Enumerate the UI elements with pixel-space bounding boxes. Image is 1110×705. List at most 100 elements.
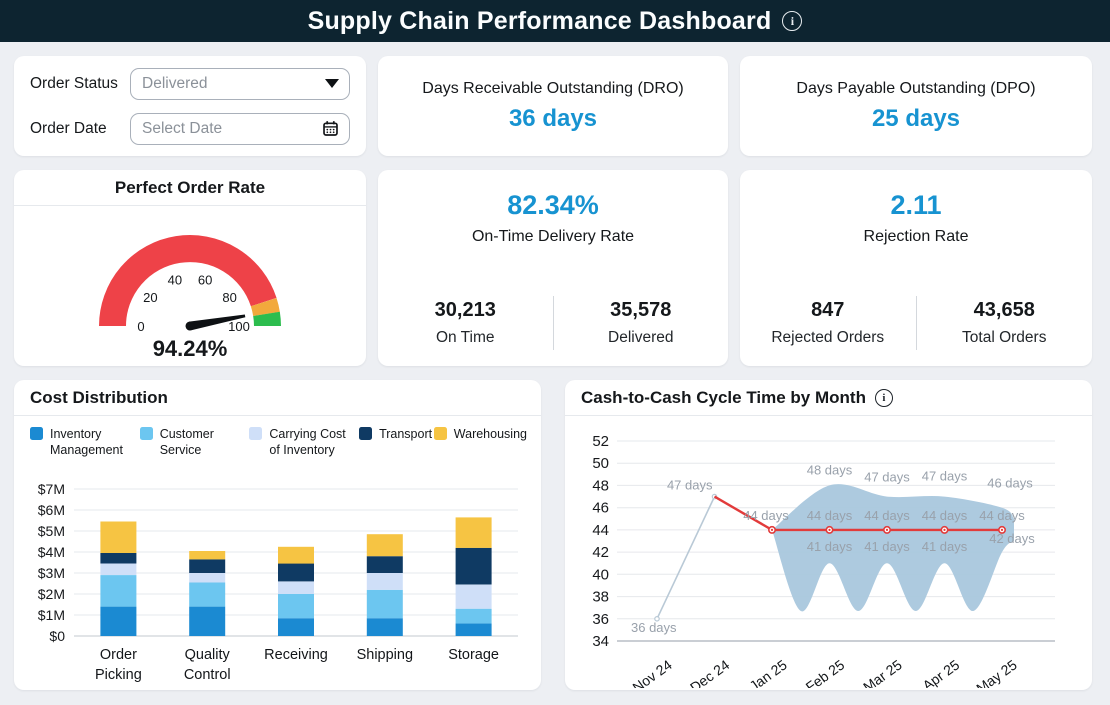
rejection-rate-label: Rejection Rate [863, 228, 969, 245]
svg-text:$6M: $6M [38, 502, 65, 518]
order-status-select[interactable]: Delivered [130, 67, 350, 100]
dro-label: Days Receivable Outstanding (DRO) [422, 79, 684, 97]
svg-text:$3M: $3M [38, 565, 65, 581]
svg-text:42 days: 42 days [989, 531, 1035, 546]
legend-label: Warehousing [453, 427, 527, 441]
svg-text:$2M: $2M [38, 586, 65, 602]
cost-legend: Inventory Management Customer Service Carr… [14, 416, 541, 461]
svg-text:40: 40 [592, 566, 609, 583]
legend-label: Transport [379, 427, 433, 441]
svg-text:Feb 25: Feb 25 [803, 656, 848, 688]
svg-text:May 25: May 25 [973, 656, 1020, 688]
svg-text:60: 60 [198, 272, 212, 287]
legend-label: Carrying Cost of Inventory [269, 427, 346, 458]
dpo-value: 25 days [871, 104, 961, 132]
cash-cycle-card: Cash-to-Cash Cycle Time by Month i 52 50 4… [565, 380, 1092, 690]
svg-text:Jan 25: Jan 25 [746, 656, 790, 688]
calendar-icon [323, 121, 338, 136]
order-status-label: Order Status [30, 74, 118, 92]
order-date-placeholder: Select Date [142, 119, 223, 137]
svg-text:Apr 25: Apr 25 [919, 656, 962, 688]
cost-distribution-card: Cost Distribution Inventory Management Cu… [14, 380, 541, 690]
legend-item-carrying-cost-of-inventory[interactable]: Carrying Cost of Inventory [249, 426, 357, 459]
on-time-rate-label: On-Time Delivery Rate [471, 228, 635, 245]
dro-card: Days Receivable Outstanding (DRO) 36 day… [378, 56, 728, 156]
info-icon[interactable]: i [782, 11, 803, 31]
svg-text:Dec 24: Dec 24 [687, 656, 732, 688]
svg-text:52: 52 [592, 433, 609, 450]
dro-value: 36 days [508, 104, 598, 132]
gauge-value: 94.24% [152, 336, 228, 361]
svg-text:47 days: 47 days [864, 470, 910, 485]
svg-text:46: 46 [592, 500, 609, 517]
on-time-rate-value: 82.34% [507, 190, 599, 220]
on-time-delivery-card: 82.34% On-Time Delivery Rate 30,213 On T… [378, 170, 728, 366]
svg-text:34: 34 [592, 633, 609, 650]
order-date-input[interactable]: Select Date [130, 112, 350, 145]
svg-text:Shipping: Shipping [357, 647, 413, 663]
svg-text:44: 44 [592, 522, 609, 539]
svg-text:Picking: Picking [95, 667, 142, 683]
svg-text:41 days: 41 days [807, 539, 853, 554]
svg-text:44 days: 44 days [743, 508, 789, 523]
cost-distribution-title: Cost Distribution [30, 388, 168, 407]
cash-cycle-chart: 52 50 48 46 44 42 40 38 36 34 Nov 24 Dec 24 Jan 25 Fe… [592, 433, 1055, 688]
delivered-count-label: Delivered [608, 329, 674, 346]
svg-text:20: 20 [143, 290, 157, 305]
svg-text:$7M: $7M [38, 481, 65, 497]
cash-cycle-title: Cash-to-Cash Cycle Time by Month [581, 388, 866, 407]
order-status-value: Delivered [142, 74, 208, 92]
delivered-stat: 35,578 Delivered [554, 299, 729, 347]
order-status-filter: Order Status Delivered [30, 67, 350, 100]
rejection-stats: 847 Rejected Orders 43,658 Total Orders [740, 296, 1092, 350]
chevron-down-icon [325, 79, 339, 88]
svg-text:47 days: 47 days [667, 478, 713, 493]
svg-text:80: 80 [222, 290, 236, 305]
svg-text:44 days: 44 days [807, 508, 853, 523]
gauge-wrap: 0 20 40 60 80 100 94.24% [14, 206, 366, 362]
page-title: Supply Chain Performance Dashboard [307, 6, 772, 35]
legend-item-customer-service[interactable]: Customer Service [139, 426, 248, 459]
svg-text:38: 38 [592, 589, 609, 606]
svg-text:Quality: Quality [185, 647, 231, 663]
on-time-stats: 30,213 On Time 35,578 Delivered [378, 296, 728, 350]
svg-text:50: 50 [592, 455, 609, 472]
vertical-divider [552, 296, 554, 350]
svg-text:$1M: $1M [38, 607, 65, 623]
legend-item-warehousing[interactable]: Warehousing [433, 426, 527, 442]
svg-text:Mar 25: Mar 25 [860, 656, 905, 688]
svg-text:48 days: 48 days [807, 462, 853, 477]
rejection-rate-card: 2.11 Rejection Rate 847 Rejected Orders … [740, 170, 1092, 366]
svg-text:46 days: 46 days [987, 476, 1033, 491]
svg-text:44 days: 44 days [922, 508, 968, 523]
rejected-orders-count: 847 [811, 299, 845, 321]
header: Supply Chain Performance Dashboard i [0, 0, 1110, 42]
legend-item-inventory-management[interactable]: Inventory Management [30, 426, 138, 459]
legend-swatch [249, 427, 263, 440]
svg-text:42: 42 [592, 544, 609, 561]
dpo-card: Days Payable Outstanding (DPO) 25 days [740, 56, 1092, 156]
legend-swatch [359, 427, 373, 440]
svg-text:41 days: 41 days [864, 539, 910, 554]
legend-swatch [30, 427, 43, 440]
svg-text:47 days: 47 days [922, 469, 968, 484]
svg-text:100: 100 [228, 319, 250, 334]
delivered-count: 35,578 [610, 299, 672, 321]
svg-text:$4M: $4M [38, 544, 65, 560]
order-date-label: Order Date [30, 119, 107, 137]
on-time-stat: 30,213 On Time [378, 299, 553, 347]
svg-text:44 days: 44 days [979, 508, 1025, 523]
info-icon[interactable]: i [874, 389, 893, 407]
svg-text:Control: Control [184, 667, 231, 683]
total-orders-count: 43,658 [973, 299, 1035, 321]
legend-item-transport[interactable]: Transport [359, 426, 432, 442]
svg-text:$0: $0 [49, 628, 65, 644]
svg-text:44 days: 44 days [864, 508, 910, 523]
svg-text:36: 36 [592, 611, 609, 628]
gauge-title: Perfect Order Rate [114, 178, 266, 197]
legend-swatch [433, 427, 447, 440]
filters-card: Order Status Delivered Order Date Select… [14, 56, 366, 156]
rejected-orders-label: Rejected Orders [771, 329, 885, 346]
svg-text:$5M: $5M [38, 523, 65, 539]
rejection-rate-value: 2.11 [890, 190, 942, 220]
